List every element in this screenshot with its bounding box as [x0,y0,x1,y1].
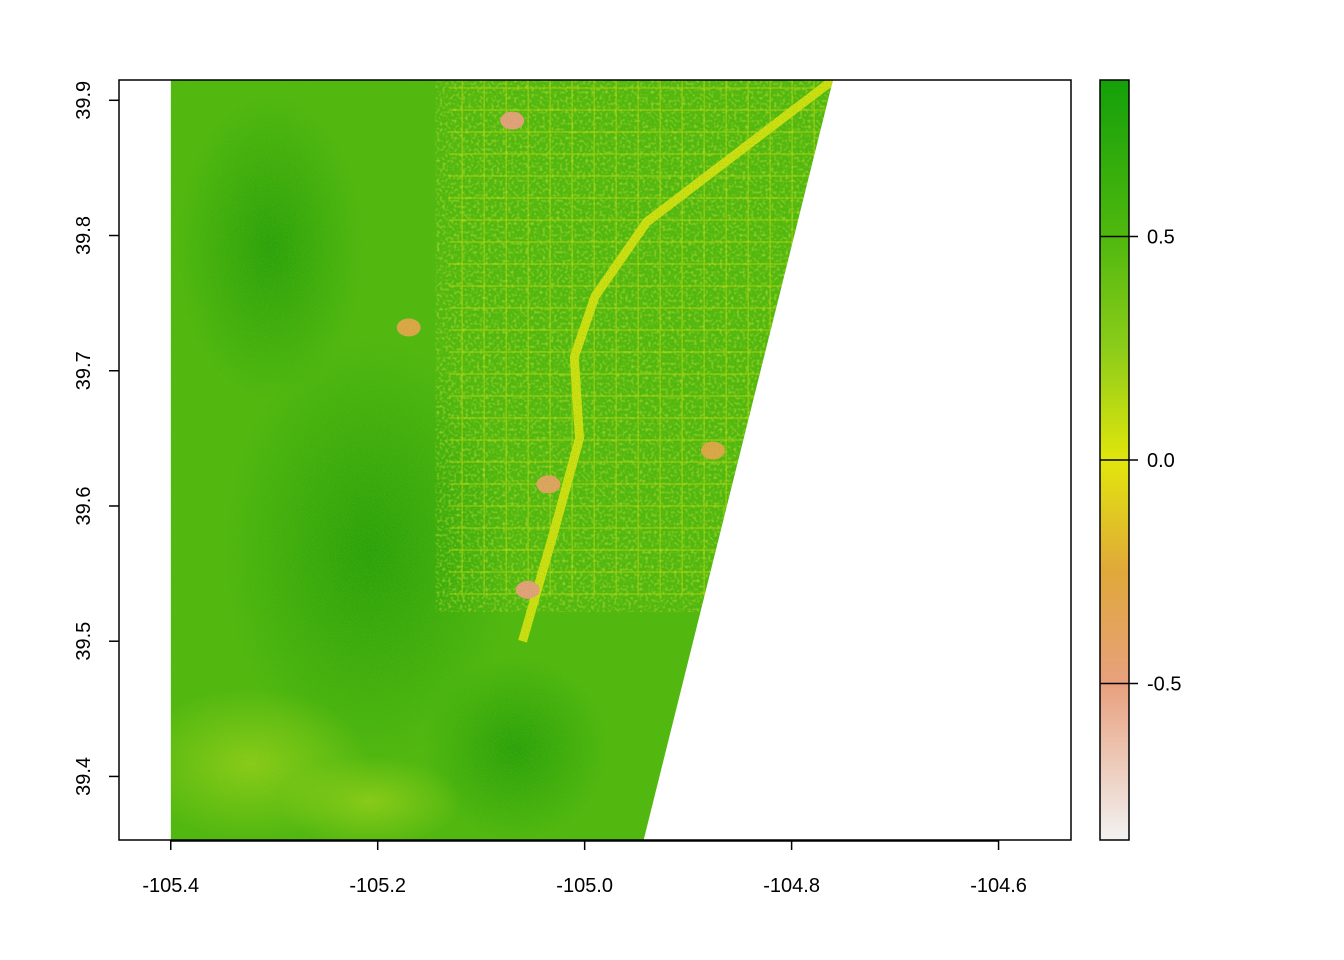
legend-tick-label: 0.0 [1147,450,1175,472]
x-axis: -105.4 -105.2 -105.0 -104.8 -104.6 [142,840,1027,897]
x-tick-label: -104.8 [763,875,820,897]
y-tick-label: 39.5 [73,622,95,661]
y-axis: 39.4 39.5 39.6 39.7 39.8 39.9 [73,81,119,796]
y-tick-label: 39.8 [73,216,95,255]
x-tick-label: -105.4 [142,875,199,897]
plot-frame [118,79,1072,841]
y-tick-label: 39.7 [73,351,95,390]
ndvi-raster [170,80,833,840]
y-tick-label: 39.9 [73,81,95,120]
x-tick-label: -105.0 [556,875,613,897]
y-tick-label: 39.6 [73,487,95,526]
x-tick-label: -105.2 [349,875,406,897]
legend-tick-label: 0.5 [1147,226,1175,248]
color-legend: -0.5 0.0 0.5 [1099,79,1181,841]
raster-texture [170,80,833,840]
x-tick-label: -104.6 [970,875,1027,897]
y-tick-label: 39.4 [73,757,95,796]
legend-tick-label: -0.5 [1147,674,1181,696]
